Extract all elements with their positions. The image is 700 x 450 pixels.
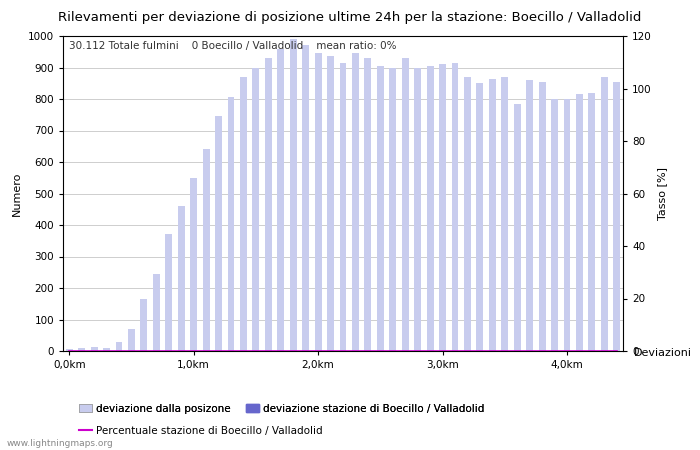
Bar bbox=[203, 149, 209, 351]
Bar bbox=[302, 45, 309, 351]
Bar bbox=[116, 342, 122, 351]
Bar bbox=[340, 63, 346, 351]
Bar bbox=[190, 178, 197, 351]
Bar bbox=[228, 98, 234, 351]
Bar bbox=[613, 82, 620, 351]
Bar bbox=[427, 66, 433, 351]
Bar bbox=[501, 77, 508, 351]
Bar bbox=[477, 83, 483, 351]
Bar bbox=[452, 63, 458, 351]
Text: Rilevamenti per deviazione di posizione ultime 24h per la stazione: Boecillo / V: Rilevamenti per deviazione di posizione … bbox=[58, 11, 642, 24]
Bar bbox=[439, 64, 446, 351]
Bar bbox=[352, 54, 359, 351]
Text: 30.112 Totale fulmini    0 Boecillo / Valladolid    mean ratio: 0%: 30.112 Totale fulmini 0 Boecillo / Valla… bbox=[69, 41, 396, 51]
Legend: deviazione dalla posizone, deviazione stazione di Boecillo / Valladolid: deviazione dalla posizone, deviazione st… bbox=[75, 400, 489, 418]
Bar bbox=[601, 77, 608, 351]
Bar bbox=[141, 299, 147, 351]
Bar bbox=[91, 347, 97, 351]
Bar bbox=[153, 274, 160, 351]
Bar bbox=[290, 39, 297, 351]
Bar bbox=[128, 329, 135, 351]
Bar bbox=[240, 77, 247, 351]
Bar bbox=[315, 54, 321, 351]
Bar bbox=[253, 68, 259, 351]
Bar bbox=[564, 99, 570, 351]
Bar bbox=[402, 58, 409, 351]
Bar bbox=[414, 68, 421, 351]
Bar bbox=[589, 93, 595, 351]
Bar bbox=[539, 82, 545, 351]
Bar bbox=[389, 68, 396, 351]
Bar bbox=[365, 58, 371, 351]
Bar bbox=[277, 49, 284, 351]
Bar bbox=[576, 94, 583, 351]
Bar bbox=[377, 66, 384, 351]
Text: www.lightningmaps.org: www.lightningmaps.org bbox=[7, 439, 113, 448]
Text: Deviazioni: Deviazioni bbox=[634, 348, 692, 358]
Bar bbox=[464, 77, 471, 351]
Bar bbox=[327, 57, 334, 351]
Bar bbox=[178, 206, 185, 351]
Bar bbox=[66, 349, 73, 351]
Bar bbox=[103, 348, 110, 351]
Y-axis label: Numero: Numero bbox=[13, 171, 22, 216]
Bar bbox=[165, 234, 172, 351]
Bar bbox=[78, 348, 85, 351]
Legend: Percentuale stazione di Boecillo / Valladolid: Percentuale stazione di Boecillo / Valla… bbox=[75, 422, 327, 440]
Bar bbox=[551, 99, 558, 351]
Y-axis label: Tasso [%]: Tasso [%] bbox=[657, 167, 667, 220]
Bar bbox=[526, 80, 533, 351]
Bar bbox=[215, 117, 222, 351]
Bar bbox=[514, 104, 521, 351]
Bar bbox=[489, 79, 496, 351]
Bar bbox=[265, 58, 272, 351]
